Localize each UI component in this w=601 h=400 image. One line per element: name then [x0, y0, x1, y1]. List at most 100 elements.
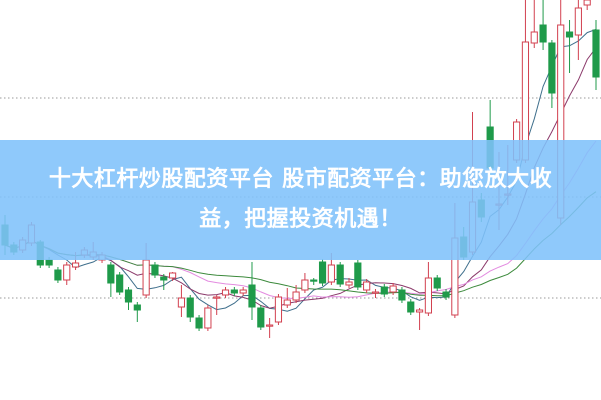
- candle: [345, 278, 353, 288]
- candle: [239, 287, 247, 296]
- candle: [266, 318, 274, 338]
- candle: [63, 262, 71, 285]
- candle-body: [54, 269, 62, 281]
- candle-body: [548, 42, 556, 94]
- candle: [230, 287, 238, 296]
- candle-body: [539, 24, 547, 43]
- candle-body: [221, 289, 230, 296]
- candle: [301, 273, 309, 293]
- candle: [204, 305, 212, 331]
- candle: [169, 272, 177, 281]
- candle: [292, 285, 300, 303]
- candle: [521, 0, 530, 163]
- candle-body: [45, 259, 53, 266]
- candle: [107, 262, 115, 297]
- candle: [574, 0, 582, 60]
- candle: [186, 295, 194, 322]
- candle-body: [371, 291, 380, 294]
- candle: [213, 295, 221, 315]
- candle: [530, 0, 538, 48]
- candle-body: [310, 279, 318, 282]
- candle-body: [327, 264, 335, 283]
- candle-body: [345, 281, 353, 286]
- candle-body: [424, 277, 432, 314]
- candle-body: [354, 262, 362, 288]
- candle-body: [142, 259, 150, 296]
- candle-body: [230, 289, 238, 294]
- candle-body: [565, 31, 574, 38]
- candle-body: [257, 307, 265, 328]
- candle: [133, 302, 141, 322]
- candle-body: [583, 0, 591, 6]
- candle-body: [433, 277, 441, 289]
- candle: [310, 278, 318, 285]
- candle-body: [380, 286, 388, 295]
- candle-body: [160, 276, 168, 281]
- candle-body: [63, 264, 71, 281]
- candle: [195, 315, 203, 331]
- candle: [389, 283, 397, 295]
- candle: [539, 0, 547, 50]
- candle-body: [133, 304, 141, 311]
- candle-body: [186, 297, 194, 318]
- candle-body: [283, 299, 291, 306]
- candle-body: [530, 31, 538, 44]
- candle: [380, 284, 388, 297]
- candle: [54, 267, 62, 283]
- candle: [363, 279, 371, 293]
- candle: [398, 287, 406, 303]
- candle-body: [116, 274, 124, 293]
- candle-body: [195, 317, 203, 329]
- candle: [160, 274, 168, 290]
- candle-body: [292, 291, 300, 301]
- candle: [336, 262, 344, 287]
- candle: [124, 287, 133, 310]
- candle: [257, 305, 265, 330]
- candle: [283, 288, 291, 308]
- candle-body: [407, 301, 415, 313]
- candle: [548, 40, 556, 108]
- banner-title-line-1: 十大杠杆炒股配资平台 股市配资平台：助您放大收: [48, 167, 553, 192]
- candle-body: [248, 284, 256, 308]
- candle: [151, 262, 159, 278]
- candle: [248, 262, 256, 320]
- candle-body: [213, 296, 221, 299]
- candle-body: [239, 289, 247, 294]
- candle-body: [398, 289, 406, 301]
- candle: [592, 20, 600, 90]
- candle: [354, 260, 362, 290]
- candle: [116, 272, 124, 295]
- candle: [274, 294, 283, 325]
- candle-body: [71, 262, 80, 268]
- candle-body: [592, 29, 600, 78]
- title-banner: 十大杠杆炒股配资平台 股市配资平台：助您放大收 益，把握投资机遇！: [0, 140, 601, 260]
- candle: [221, 287, 230, 298]
- candle-body: [389, 285, 397, 293]
- candle: [424, 262, 432, 316]
- candle-body: [177, 297, 186, 308]
- candle-body: [124, 289, 133, 303]
- candle: [371, 289, 380, 298]
- candle-body: [169, 272, 177, 279]
- candle: [177, 285, 186, 317]
- candle: [407, 299, 415, 315]
- candle: [442, 289, 450, 300]
- candle: [318, 259, 327, 286]
- candle: [415, 308, 424, 330]
- candle: [433, 275, 441, 291]
- candle-body: [301, 279, 309, 291]
- banner-title-line-2: 益，把握投资机遇！: [199, 207, 402, 232]
- candle: [583, 0, 591, 10]
- candle-body: [442, 291, 450, 298]
- candle-body: [266, 324, 274, 327]
- candle-body: [415, 309, 424, 313]
- candle-body: [107, 264, 115, 284]
- candle-body: [151, 264, 159, 276]
- candle-body: [363, 281, 371, 291]
- candle-body: [274, 296, 283, 323]
- candle: [565, 20, 574, 73]
- candle-body: [318, 261, 327, 284]
- candle-body: [204, 307, 212, 329]
- candle-body: [574, 7, 582, 36]
